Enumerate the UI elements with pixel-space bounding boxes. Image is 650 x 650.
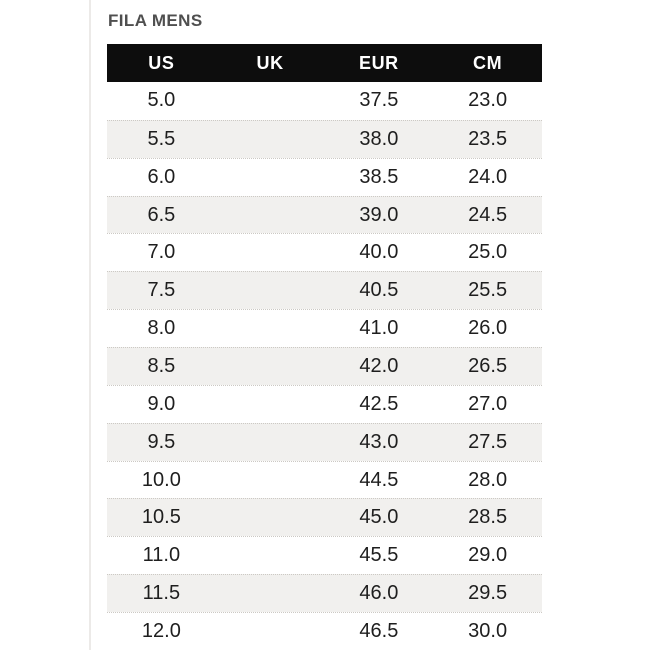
cell-us: 10.0 (141, 468, 181, 491)
cell-us: 5.5 (147, 127, 176, 150)
cell-cm: 28.0 (468, 468, 508, 491)
cell-cm: 29.0 (468, 544, 508, 567)
cell-us: 6.5 (147, 203, 176, 226)
cell-eur: 40.0 (359, 241, 399, 264)
cell-eur: 37.5 (359, 89, 399, 112)
cell-cm: 26.0 (468, 317, 508, 340)
cell-cm: 27.0 (468, 392, 508, 415)
cell-us: 9.5 (147, 430, 176, 453)
cell-cm: 23.0 (468, 89, 508, 112)
table-row: 10.5 45.0 28.5 (107, 498, 542, 537)
cell-uk (216, 310, 325, 347)
cell-eur: 46.5 (359, 619, 399, 642)
table-row: 11.5 46.0 29.5 (107, 574, 542, 613)
cell-uk (216, 197, 325, 234)
cell-uk (216, 424, 325, 461)
cell-us: 12.0 (141, 619, 181, 642)
cell-cm: 24.0 (468, 165, 508, 188)
cell-uk (216, 82, 325, 120)
cell-us: 6.0 (147, 165, 176, 188)
cell-eur: 41.0 (359, 317, 399, 340)
table-row: 12.0 46.5 30.0 (107, 612, 542, 650)
cell-eur: 38.5 (359, 165, 399, 188)
cell-us: 5.0 (147, 89, 176, 112)
table-row: 7.0 40.0 25.0 (107, 233, 542, 272)
cell-cm: 23.5 (468, 127, 508, 150)
cell-us: 7.0 (147, 241, 176, 264)
cell-uk (216, 159, 325, 196)
cell-eur: 42.5 (359, 392, 399, 415)
table-row: 7.5 40.5 25.5 (107, 271, 542, 310)
cell-cm: 25.0 (468, 241, 508, 264)
cell-us: 9.0 (147, 392, 176, 415)
cell-us: 7.5 (147, 279, 176, 302)
cell-us: 10.5 (141, 506, 181, 529)
column-header-uk: UK (256, 52, 284, 73)
cell-eur: 45.0 (359, 506, 399, 529)
cell-us: 8.5 (147, 354, 176, 377)
cell-uk (216, 234, 325, 271)
cell-eur: 46.0 (359, 582, 399, 605)
cell-cm: 27.5 (468, 430, 508, 453)
cell-uk (216, 499, 325, 536)
cell-eur: 45.5 (359, 544, 399, 567)
cell-uk (216, 462, 325, 499)
table-row: 6.0 38.5 24.0 (107, 157, 542, 196)
cell-eur: 42.0 (359, 354, 399, 377)
cell-uk (216, 272, 325, 309)
size-conversion-table: US UK EUR CM 5.0 37.5 23.0 5.5 38.0 23.5 6.0 38.5 2… (107, 44, 542, 650)
cell-cm: 24.5 (468, 203, 508, 226)
cell-uk (216, 348, 325, 385)
cell-eur: 44.5 (359, 468, 399, 491)
column-header-cm: CM (473, 52, 503, 73)
cell-cm: 29.5 (468, 582, 508, 605)
table-header-row: US UK EUR CM (107, 44, 542, 82)
cell-us: 8.0 (147, 317, 176, 340)
left-edge-divider (89, 0, 91, 650)
cell-us: 11.0 (142, 544, 181, 567)
cell-cm: 26.5 (468, 354, 508, 377)
cell-uk (216, 613, 325, 650)
cell-uk (216, 121, 325, 158)
cell-uk (216, 386, 325, 423)
cell-cm: 28.5 (468, 506, 508, 529)
cell-eur: 38.0 (359, 127, 399, 150)
table-row: 10.0 44.5 28.0 (107, 460, 542, 499)
cell-eur: 40.5 (359, 279, 399, 302)
table-row: 5.5 38.0 23.5 (107, 119, 542, 158)
column-header-eur: EUR (358, 52, 399, 73)
size-chart-title: FILA MENS (108, 11, 203, 30)
table-body: 5.0 37.5 23.0 5.5 38.0 23.5 6.0 38.5 24.0 6.5 39.0… (107, 82, 542, 650)
cell-us: 11.5 (142, 582, 181, 605)
cell-uk (216, 575, 325, 612)
cell-eur: 43.0 (359, 430, 399, 453)
cell-uk (216, 537, 325, 574)
table-row: 9.0 42.5 27.0 (107, 384, 542, 423)
table-row: 8.5 42.0 26.5 (107, 347, 542, 385)
cell-cm: 25.5 (468, 279, 508, 302)
table-row: 8.0 41.0 26.0 (107, 309, 542, 348)
table-row: 6.5 39.0 24.5 (107, 195, 542, 234)
cell-eur: 39.0 (359, 203, 399, 226)
cell-cm: 30.0 (468, 619, 508, 642)
table-row: 9.5 43.0 27.5 (107, 422, 542, 461)
table-row: 5.0 37.5 23.0 (107, 82, 542, 120)
table-row: 11.0 45.5 29.0 (107, 536, 542, 575)
column-header-us: US (148, 52, 175, 73)
